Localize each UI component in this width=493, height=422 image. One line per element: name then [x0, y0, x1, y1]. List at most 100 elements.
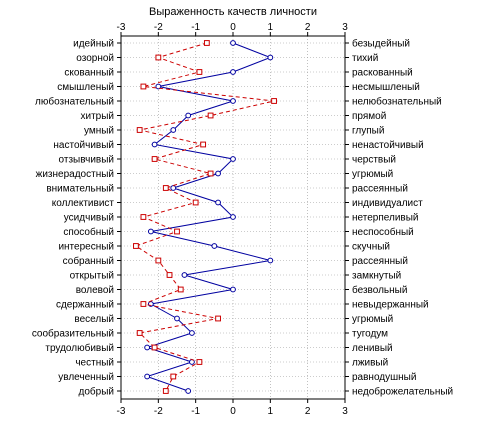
x-tick-label-top: 3	[342, 22, 348, 33]
series-1-point	[230, 214, 236, 220]
right-category-label: несмышленый	[352, 82, 420, 93]
right-category-label: нелюбознательный	[352, 96, 442, 108]
series-1-point	[170, 185, 177, 191]
series-2-point	[136, 330, 143, 336]
x-tick-label-bottom: 0	[230, 406, 236, 417]
series-2-point	[166, 272, 173, 278]
series-2-point	[271, 98, 277, 104]
left-category-label: любознательный	[35, 96, 114, 108]
right-category-label: прямой	[352, 111, 386, 122]
right-category-label: индивидуалист	[352, 198, 423, 209]
series-1-point	[151, 141, 158, 148]
series-1-point	[147, 228, 154, 235]
series-2-point	[196, 359, 203, 365]
series-1-point	[230, 40, 236, 46]
series-2-point	[170, 373, 177, 380]
series-2-point	[177, 286, 184, 293]
series-1-point	[230, 156, 236, 162]
left-category-label: веселый	[74, 314, 114, 325]
left-category-label: волевой	[76, 285, 114, 296]
x-tick-label-bottom: -1	[191, 406, 200, 417]
right-category-label: угрюмый	[352, 169, 393, 180]
x-tick-label-bottom: 1	[268, 406, 274, 417]
series-2-point	[140, 301, 147, 307]
series-2-point	[207, 112, 214, 119]
ticks: -3 -3 -2 -2 -1 -1 0 0 1 1 2 2 3 3	[117, 22, 349, 417]
right-category-label: раскованный	[352, 68, 413, 79]
series-2-point	[133, 243, 139, 249]
left-category-label: идейный	[73, 39, 114, 50]
series-1-point	[174, 315, 180, 322]
series-2-point	[162, 388, 169, 394]
series-2-point	[196, 69, 203, 75]
right-category-label: угрюмый	[352, 314, 393, 325]
series-1-point	[155, 83, 162, 90]
series-1-point	[215, 199, 221, 206]
left-category-label: хитрый	[80, 111, 114, 122]
series-2-point	[192, 199, 199, 206]
series-2-point	[151, 156, 158, 162]
right-category-label: рассеянный	[352, 256, 408, 267]
right-category-label: безыдейный	[352, 38, 410, 50]
left-category-label: отзывчивый	[59, 155, 114, 166]
left-category-label: увлеченный	[58, 372, 114, 383]
series-1-point	[144, 344, 151, 351]
left-category-label: открытый	[70, 271, 114, 282]
left-category-label: сдержанный	[56, 300, 114, 311]
series-2-point	[162, 185, 169, 191]
x-tick-label-top: 1	[268, 22, 274, 33]
right-category-label: тихий	[352, 53, 378, 64]
x-tick-label-bottom: -3	[117, 406, 126, 417]
chart-title: Выраженность качеств личности	[149, 6, 317, 18]
series-1-point	[230, 69, 236, 75]
series-1-point	[211, 243, 218, 249]
x-tick-label-top: 2	[305, 22, 311, 33]
right-category-label: глупый	[352, 126, 384, 137]
left-category-label: умный	[84, 126, 114, 137]
series-2-point	[155, 54, 162, 61]
left-category-label: смышленый	[57, 82, 114, 93]
left-category-label: жизнерадостный	[36, 169, 114, 180]
right-category-label: нетерпеливый	[352, 213, 419, 224]
x-tick-label-bottom: 3	[342, 406, 348, 417]
x-tick-label-bottom: 2	[305, 406, 311, 417]
series-1-point	[185, 112, 192, 119]
x-tick-label-top: 0	[230, 22, 236, 33]
series-1-point	[185, 388, 192, 394]
series-2-point	[140, 83, 147, 90]
right-category-label: неспособный	[352, 226, 414, 238]
x-tick-label-top: -2	[154, 22, 163, 33]
left-category-label: внимательный	[46, 184, 114, 195]
series-2-point	[151, 344, 158, 351]
series-1-point	[189, 330, 195, 336]
grid	[121, 36, 345, 399]
left-category-label: сообразительный	[32, 328, 114, 340]
series-2-point	[140, 214, 147, 220]
series-2-point	[155, 257, 162, 264]
x-tick-label-top: -1	[191, 22, 200, 33]
left-category-label: добрый	[79, 386, 114, 398]
series-group	[133, 40, 277, 394]
series-1-point	[230, 98, 236, 104]
right-category-label: безвольный	[352, 284, 407, 296]
series-2-point	[215, 315, 221, 322]
right-category-label: замкнутый	[352, 271, 401, 282]
series-1-point	[267, 257, 274, 264]
x-tick-label-top: -3	[117, 22, 126, 33]
series-1-point	[215, 170, 221, 177]
category-labels: идейный озорной скованный смышленый любознат…	[32, 38, 453, 398]
right-category-label: рассеянный	[352, 184, 408, 195]
series-1-point	[170, 127, 177, 133]
right-category-label: невыдержанный	[352, 300, 429, 311]
series-2-point	[174, 228, 180, 235]
right-category-label: тугодум	[352, 329, 388, 340]
series-1-point	[181, 272, 188, 278]
left-category-label: настойчивый	[53, 140, 114, 151]
left-category-label: скованный	[64, 68, 114, 79]
series-1-point	[230, 286, 236, 293]
right-category-label: скучный	[352, 242, 390, 253]
left-category-label: усидчивый	[64, 213, 114, 224]
right-category-label: равнодушный	[352, 372, 416, 383]
left-category-label: честный	[75, 358, 114, 369]
